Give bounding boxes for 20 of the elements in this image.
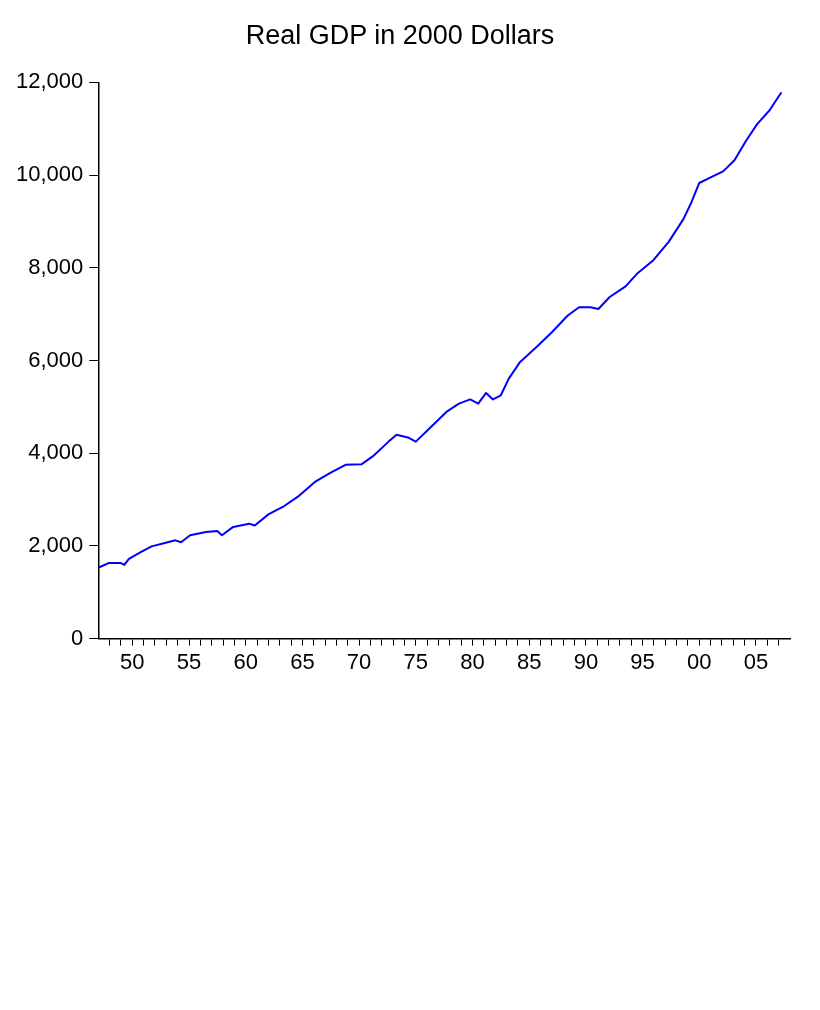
- x-tick-label: 55: [176, 648, 202, 674]
- x-tick-label: 80: [460, 648, 485, 674]
- x-tick-label: 85: [516, 648, 542, 674]
- x-tick-label: 75: [403, 648, 429, 674]
- y-tick-label: 4,000: [28, 439, 84, 465]
- y-tick-label: 0: [71, 624, 84, 650]
- y-tick-label: 8,000: [28, 253, 84, 279]
- x-tick-label: 90: [573, 648, 599, 674]
- x-tick-label: 60: [233, 648, 258, 674]
- y-tick-label: 12,000: [15, 68, 84, 94]
- x-tick-label: 00: [687, 648, 712, 674]
- x-tick-label: 50: [120, 648, 145, 674]
- y-tick-label: 2,000: [28, 531, 84, 557]
- x-tick-label: 95: [630, 648, 655, 674]
- x-tick-label: 70: [346, 648, 372, 674]
- chart-title: Real GDP in 2000 Dollars: [245, 19, 555, 50]
- y-tick-label: 6,000: [28, 346, 84, 372]
- y-tick-label: 10,000: [15, 161, 84, 187]
- x-tick-label: 65: [290, 648, 315, 674]
- x-tick-label: 05: [743, 648, 769, 674]
